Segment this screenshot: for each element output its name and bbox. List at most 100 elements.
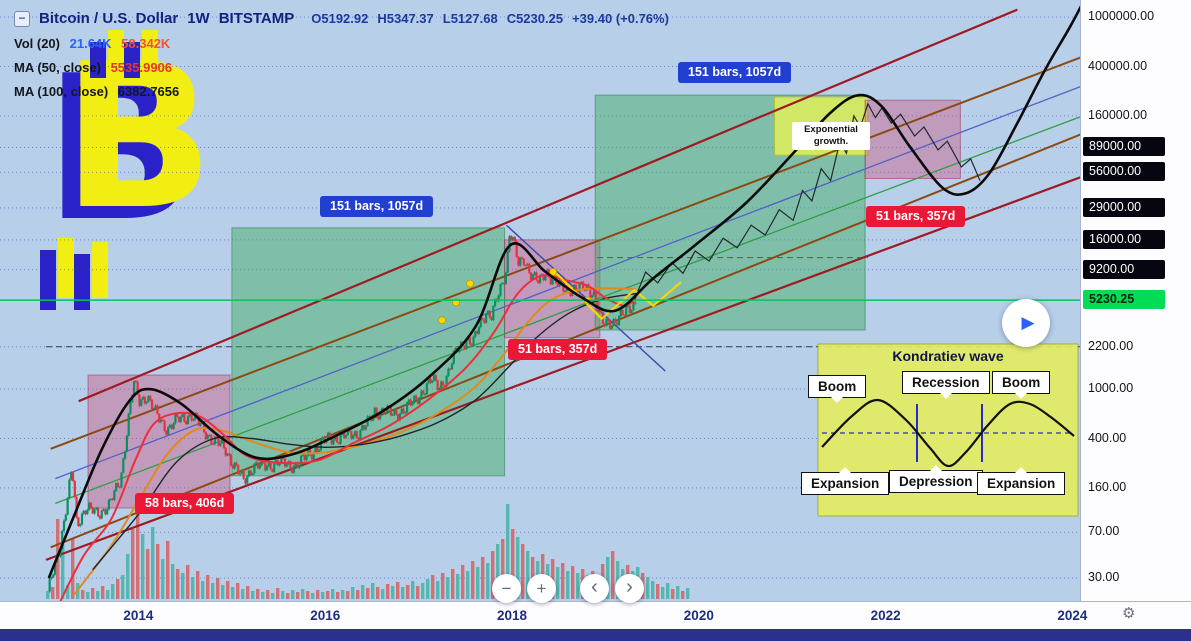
bull-box-2015-2017 bbox=[231, 227, 506, 477]
volume-bar bbox=[276, 588, 280, 599]
volume-bar bbox=[336, 592, 340, 599]
open-value: O5192.92 bbox=[311, 11, 369, 26]
indicator-volume-label: Vol (20) bbox=[14, 36, 60, 51]
indicator-volume-value1: 21.64K bbox=[69, 36, 112, 51]
volume-bar bbox=[481, 557, 485, 599]
volume-bar bbox=[361, 585, 365, 599]
time-tick: 2020 bbox=[683, 608, 714, 623]
volume-bar bbox=[166, 541, 170, 599]
volume-bar bbox=[231, 587, 235, 599]
volume-bar bbox=[341, 590, 345, 599]
bear-box-2014 bbox=[87, 374, 231, 509]
close-value: C5230.25 bbox=[506, 11, 564, 26]
scroll-left-button[interactable]: ‹ bbox=[580, 574, 609, 603]
volume-bar bbox=[271, 593, 275, 599]
volume-bar bbox=[121, 575, 125, 599]
volume-bar bbox=[106, 590, 110, 599]
volume-bar bbox=[396, 582, 400, 599]
price-tick: 400000.00 bbox=[1088, 58, 1148, 73]
volume-bar bbox=[81, 590, 85, 599]
kondratiev-label-boom: Boom bbox=[808, 375, 867, 403]
zoom-out-button[interactable]: − bbox=[492, 574, 521, 603]
volume-bar bbox=[101, 586, 105, 599]
bitcoin-logo-prong bbox=[108, 30, 124, 66]
volume-bar bbox=[266, 590, 270, 599]
price-axis[interactable]: 1000000.00 400000.00 160000.00 89000.00 5600… bbox=[1080, 0, 1191, 601]
volume-bar bbox=[651, 581, 655, 599]
volume-bar bbox=[491, 551, 495, 599]
volume-bar bbox=[671, 589, 675, 599]
volume-bar bbox=[406, 585, 410, 599]
volume-bar bbox=[351, 587, 355, 599]
volume-bar bbox=[486, 563, 490, 599]
bitcoin-logo-prong bbox=[142, 30, 158, 66]
price-level-badge: 5230.25 bbox=[1083, 290, 1165, 310]
indicator-ma100[interactable]: MA (100, close) 6382.7656 bbox=[14, 84, 669, 99]
volume-bar bbox=[526, 551, 530, 599]
price-level-badge: 89000.00 bbox=[1083, 137, 1165, 157]
volume-bar bbox=[506, 504, 510, 599]
time-tick: 2016 bbox=[310, 608, 341, 623]
volume-bar bbox=[281, 591, 285, 599]
bitcoin-logo: B bbox=[34, 30, 254, 320]
bottom-bar bbox=[0, 629, 1191, 641]
red-channel-upper bbox=[78, 8, 1018, 403]
volume-bar bbox=[136, 511, 140, 599]
settings-gear-icon[interactable]: ⚙ bbox=[1122, 605, 1136, 622]
kondratiev-projection-wave bbox=[47, 5, 1080, 579]
bars-count-badge[interactable]: 151 bars, 1057d bbox=[678, 62, 792, 83]
volume-bar bbox=[571, 566, 575, 599]
volume-bar bbox=[681, 591, 685, 599]
volume-bar bbox=[251, 591, 255, 599]
volume-bar bbox=[46, 591, 50, 599]
yellow-dot-marker bbox=[466, 279, 474, 288]
volume-bar bbox=[416, 586, 420, 599]
price-tick: 400.00 bbox=[1088, 430, 1127, 445]
volume-bar bbox=[211, 583, 215, 599]
volume-bar bbox=[676, 586, 680, 599]
volume-bar bbox=[401, 587, 405, 599]
volume-bar bbox=[91, 588, 95, 599]
collapse-icon[interactable]: − bbox=[14, 10, 30, 27]
time-tick: 2018 bbox=[497, 608, 528, 623]
interval-label[interactable]: 1W bbox=[187, 10, 210, 27]
volume-bar bbox=[61, 544, 65, 599]
volume-bar bbox=[686, 588, 690, 599]
scroll-right-button[interactable]: › bbox=[615, 574, 644, 603]
bars-count-badge[interactable]: 151 bars, 1057d bbox=[320, 196, 434, 217]
volume-bar bbox=[496, 544, 500, 599]
volume-bar bbox=[216, 578, 220, 599]
volume-bar bbox=[156, 544, 160, 599]
symbol-title[interactable]: Bitcoin / U.S. Dollar bbox=[39, 10, 179, 27]
exponential-growth-label: Exponential growth. bbox=[792, 122, 870, 150]
volume-bar bbox=[521, 544, 525, 599]
price-level-badge: 9200.00 bbox=[1083, 259, 1165, 279]
volume-bar bbox=[141, 534, 145, 599]
volume-bar bbox=[436, 581, 440, 599]
indicator-volume[interactable]: Vol (20) 21.64K 58.342K bbox=[14, 36, 669, 51]
bars-count-badge[interactable]: 51 bars, 357d bbox=[866, 206, 966, 227]
bars-count-badge[interactable]: 51 bars, 357d bbox=[508, 339, 608, 360]
price-tick: 160000.00 bbox=[1088, 107, 1148, 122]
volume-bar bbox=[451, 569, 455, 599]
volume-bar bbox=[346, 591, 350, 599]
volume-bar bbox=[371, 583, 375, 599]
ma-slow-line bbox=[92, 292, 637, 571]
low-value: L5127.68 bbox=[442, 11, 498, 26]
bear-box-2022 bbox=[864, 99, 961, 179]
bars-count-badge[interactable]: 58 bars, 406d bbox=[135, 493, 235, 514]
volume-bar bbox=[86, 592, 90, 599]
zoom-in-button[interactable]: + bbox=[527, 574, 556, 603]
time-axis[interactable]: 2014 2016 2018 2020 2022 2024 bbox=[0, 601, 1191, 629]
brown-channel-upper bbox=[50, 56, 1080, 450]
volume-bar bbox=[646, 577, 650, 599]
volume-bar bbox=[206, 575, 210, 599]
volume-bar bbox=[191, 577, 195, 599]
price-tick: 70.00 bbox=[1088, 524, 1120, 539]
volume-bar bbox=[196, 571, 200, 599]
play-replay-button[interactable]: ▶ bbox=[1002, 299, 1050, 347]
exchange-label: BITSTAMP bbox=[218, 10, 295, 27]
volume-bar bbox=[576, 573, 580, 599]
volume-bar bbox=[376, 587, 380, 599]
indicator-ma50[interactable]: MA (50, close) 5535.9906 bbox=[14, 60, 669, 75]
